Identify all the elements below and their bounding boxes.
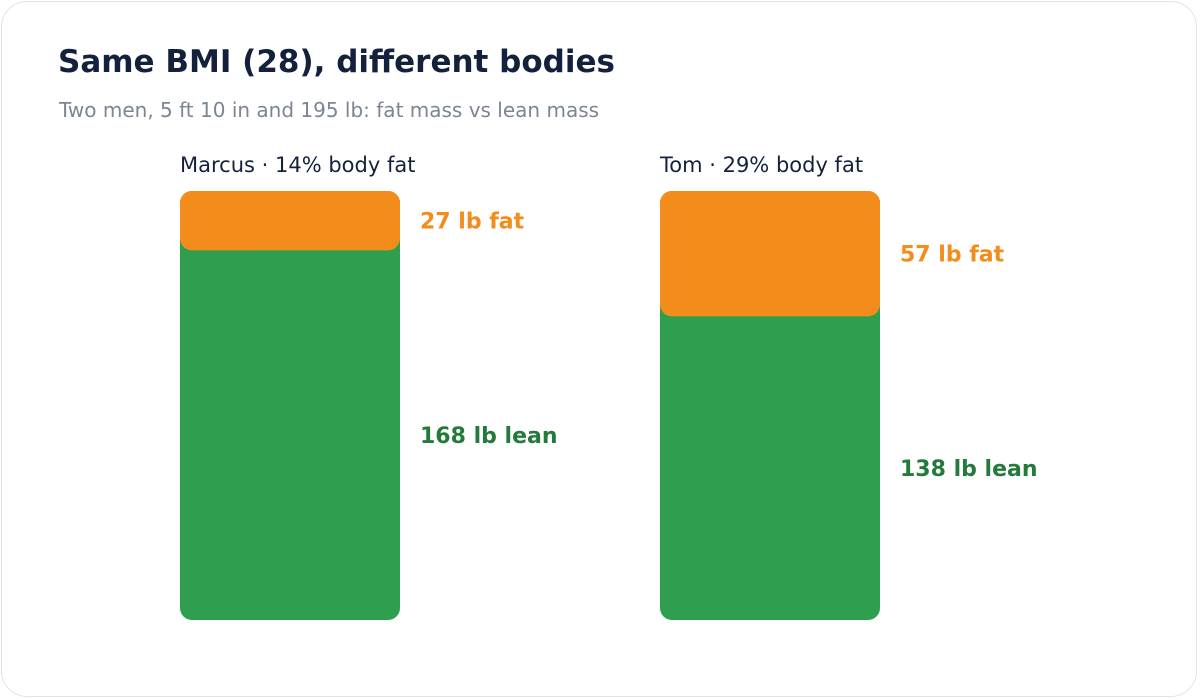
fat-label-tom: 57 lb fat — [900, 243, 1005, 268]
lean-label-tom: 138 lb lean — [900, 457, 1038, 482]
chart-title: Same BMI (28), different bodies — [58, 44, 615, 80]
bar-label-marcus: Marcus · 14% body fat — [180, 153, 415, 177]
bar-segment-fat-marcus — [180, 191, 400, 251]
bar-segment-fat-tom — [660, 191, 880, 317]
lean-label-marcus: 168 lb lean — [420, 424, 558, 449]
bar-segment-lean-marcus — [180, 191, 400, 620]
chart-subtitle: Two men, 5 ft 10 in and 195 lb: fat mass… — [59, 98, 600, 122]
bar-label-tom: Tom · 29% body fat — [659, 153, 863, 177]
fat-label-marcus: 27 lb fat — [420, 210, 525, 235]
